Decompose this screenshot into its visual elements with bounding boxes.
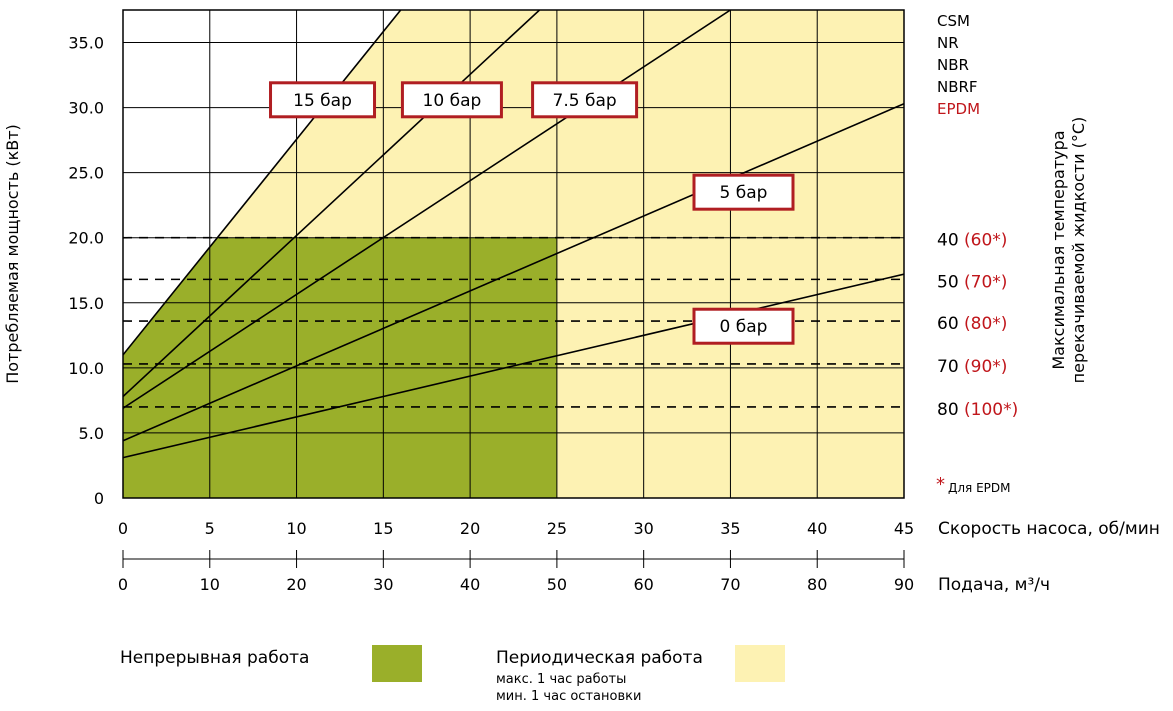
temperature-label: 60 (80*) [937,314,1007,334]
x2-tick-label: 10 [200,575,220,594]
x-tick-label: 45 [894,519,914,538]
series-line [123,273,904,459]
series-label: 7.5 бар [553,91,617,111]
series-label-box: 15 бар [269,81,377,119]
legend-periodic-label: Периодическая работа [496,648,703,668]
x2-tick-label: 90 [894,575,914,594]
footnote-text: Для EPDM [948,481,1011,495]
x2-tick-label: 0 [118,575,128,594]
temperature-label: 40 (60*) [937,231,1007,251]
x2-tick-label: 50 [547,575,567,594]
legend-periodic-note2: мин. 1 час остановки [496,689,642,704]
x-tick-label: 20 [460,519,480,538]
series-label: 5 бар [720,183,768,203]
x2-tick-label: 80 [807,575,827,594]
series-label-box: 10 бар [400,81,503,119]
series-label-frame [531,81,639,119]
temperature-value: 80 [937,400,964,420]
series-label-frame [692,173,795,211]
right-annotations: CSM NR NBR NBRF EPDM 40 (60*) 50 (70*) 60 (80*)… [937,12,1018,420]
x-tick-label: 10 [286,519,306,538]
legend-continuous: Непрерывная работа [120,648,309,668]
right-axis-label-line1: Максимальная температура [1049,130,1068,369]
x-axis-label: Скорость насоса, об/мин [938,519,1160,539]
x-tick-label: 40 [807,519,827,538]
y-tick-label: 10.0 [68,359,104,378]
x-tick-label: 25 [547,519,567,538]
x-tick-label: 15 [373,519,393,538]
y-tick-label: 35.0 [68,34,104,53]
legend-periodic-swatch [735,645,785,682]
temperature-epdm-value: (90*) [964,357,1007,377]
y-tick-label: 5.0 [79,424,104,443]
legend-periodic: Периодическая работа макс. 1 час работы … [496,648,703,704]
plot-frame [122,9,905,499]
series-label-box: 5 бар [692,173,795,211]
operating-regions [123,10,904,498]
footnote-star: * [936,474,945,495]
legend-periodic-note1: макс. 1 час работы [496,672,627,687]
y-tick-label: 0 [94,489,104,508]
temperature-value: 50 [937,272,964,292]
x-axis: 0 5 10 15 20 25 30 35 40 45 0 10 20 30 40 50 60 70 80 90 [118,519,914,594]
elastomer-label: EPDM [937,100,980,118]
y-tick-label: 30.0 [68,99,104,118]
series-line [123,102,904,442]
temperature-epdm-value: (60*) [964,231,1007,251]
x2-axis-label: Подача, м³/ч [938,575,1050,595]
y-tick-label: 15.0 [68,294,104,313]
y-axis: 0 5.0 10.0 15.0 20.0 25.0 30.0 35.0 [68,34,104,508]
temperature-epdm-value: (70*) [964,272,1007,292]
series-label-box: 7.5 бар [531,81,639,119]
y-tick-label: 25.0 [68,164,104,183]
temperature-label: 80 (100*) [937,400,1018,420]
temperature-epdm-value: (80*) [964,314,1007,334]
series-label-frame [269,81,377,119]
temperature-value: 40 [937,231,964,251]
x2-tick-label: 70 [720,575,740,594]
x-tick-label: 0 [118,519,128,538]
x-tick-label: 35 [720,519,740,538]
series-label: 10 бар [423,91,482,111]
elastomer-label: CSM [937,12,970,30]
temperature-lines [123,236,904,408]
x2-tick-label: 40 [460,575,480,594]
temperature-epdm-value: (100*) [964,400,1018,420]
y-tick-label: 20.0 [68,229,104,248]
series-label-box: 0 бар [692,307,795,345]
x2-tick-label: 60 [633,575,653,594]
x-tick-label: 30 [633,519,653,538]
right-axis-label-line2: перекачиваемой жидкости (°C) [1069,117,1088,384]
x2-tick-label: 20 [286,575,306,594]
x2-tick-label: 30 [373,575,393,594]
temperature-value: 60 [937,314,964,334]
series-label: 15 бар [293,91,352,111]
temperature-label: 70 (90*) [937,357,1007,377]
series-line [123,10,402,356]
series-line [123,10,541,398]
y-axis-label: Потребляемая мощность (кВт) [3,124,22,384]
elastomer-label: NBR [937,56,969,74]
series-label: 0 бар [720,317,768,337]
series-line [123,10,731,409]
temperature-label: 50 (70*) [937,272,1007,292]
x-tick-label: 5 [205,519,215,538]
elastomer-label: NBRF [937,78,978,96]
legend-continuous-label: Непрерывная работа [120,648,310,668]
elastomer-label: NR [937,34,959,52]
legend-continuous-swatch [372,645,422,682]
series-lines [123,10,904,459]
temperature-value: 70 [937,357,964,377]
series-label-frame [400,81,503,119]
series-label-frame [692,307,795,345]
power-chart: 0 5.0 10.0 15.0 20.0 25.0 30.0 35.0 0 5 10 15 20 25 3… [3,9,1160,595]
